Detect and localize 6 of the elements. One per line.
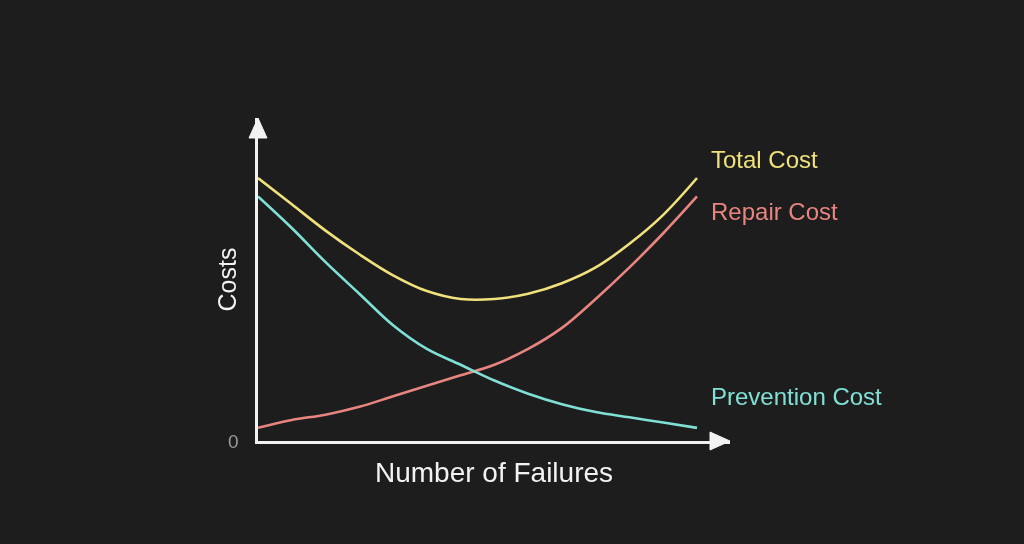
x-axis-title: Number of Failures <box>374 456 614 488</box>
series-label: Total Cost <box>711 146 819 173</box>
series-label: Prevention Cost <box>711 383 883 410</box>
series-label: Repair Cost <box>711 198 839 225</box>
text: 0 <box>228 431 239 452</box>
y-axis-title: Costs <box>213 247 241 312</box>
